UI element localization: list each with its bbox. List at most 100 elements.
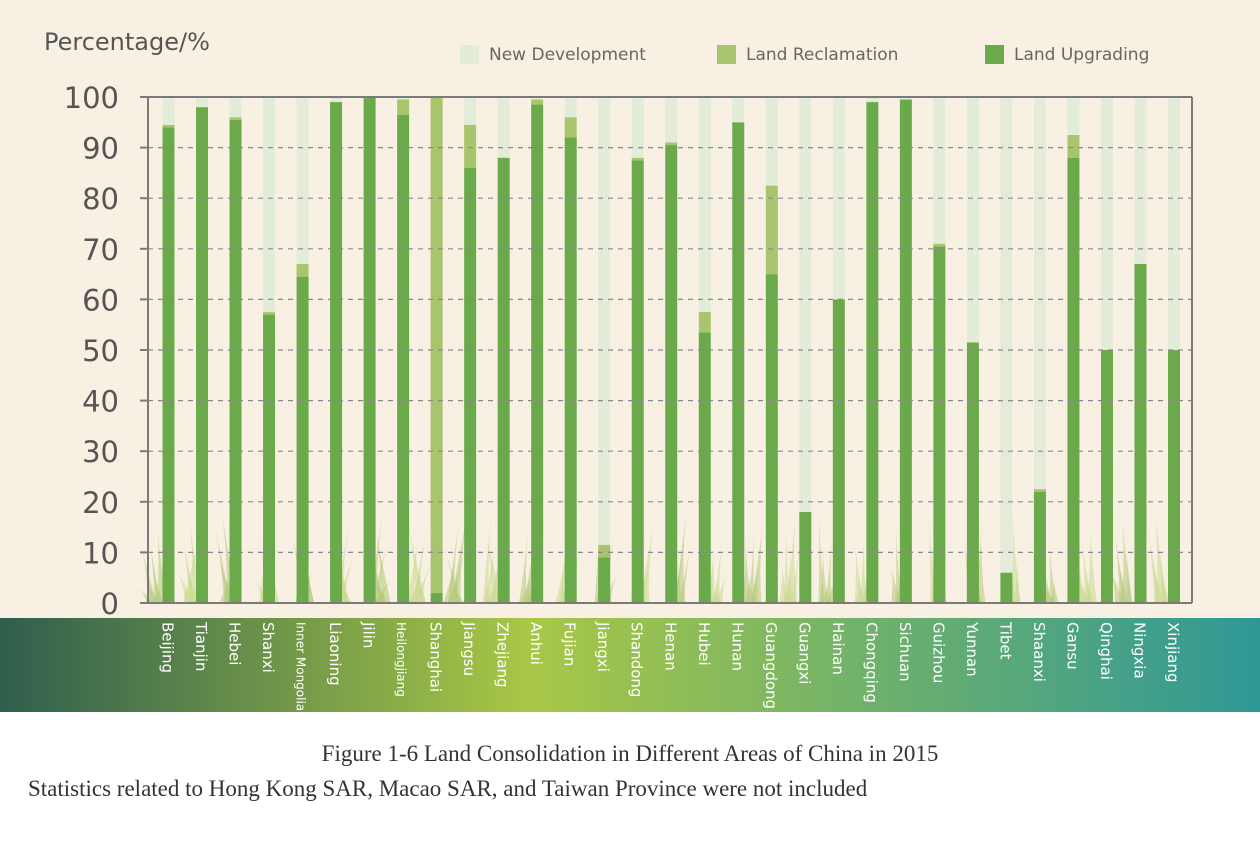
bar-segment	[196, 107, 209, 604]
bar-segment	[966, 97, 979, 343]
grass-blade	[519, 535, 528, 603]
legend-swatch	[985, 45, 1004, 64]
bar-segment	[196, 97, 209, 108]
x-tick-label: Guizhou	[929, 622, 947, 683]
bar-segment	[933, 97, 946, 244]
x-tick-label: Gansu	[1063, 622, 1081, 670]
grass-blade	[825, 539, 832, 603]
bar-segment	[229, 119, 242, 604]
bar-segment	[1067, 134, 1080, 158]
bar-segment	[564, 137, 577, 604]
bar-segment	[899, 99, 912, 603]
grass-blade	[856, 574, 867, 603]
bar-segment	[1067, 157, 1080, 603]
bar-segment	[765, 185, 778, 275]
grass-blade	[1162, 578, 1171, 603]
grass-blade	[715, 574, 728, 603]
grass-blade	[1158, 542, 1168, 603]
bar-segment	[397, 114, 410, 604]
x-tick-label: Anhui	[527, 622, 545, 665]
y-tick-label: 10	[82, 536, 119, 570]
grass-blade	[447, 581, 465, 603]
x-tick-label: Shandong	[628, 622, 646, 697]
bar-segment	[1033, 491, 1046, 603]
x-tick-label: Tianjin	[192, 621, 210, 671]
x-tick-label: Jilin	[360, 621, 378, 648]
x-tick-label: Shanxi	[259, 622, 277, 673]
grass-blade	[1076, 576, 1090, 603]
bar-segment	[933, 246, 946, 603]
grass-blade	[1010, 514, 1021, 603]
grass-blade	[678, 547, 691, 603]
bar-segment	[665, 145, 678, 603]
y-tick-label: 60	[82, 283, 119, 317]
grass-blade	[1085, 568, 1094, 603]
bar-segment	[464, 124, 477, 168]
grass-blade	[188, 516, 202, 603]
grass-blade	[1122, 515, 1132, 603]
grass-blade	[482, 508, 492, 603]
y-tick-label: 30	[82, 435, 119, 469]
legend-label: New Development	[489, 45, 646, 65]
bar-segment	[162, 97, 175, 125]
bar-segment	[1100, 97, 1113, 350]
grass-blade	[450, 509, 469, 603]
bar-segment	[497, 157, 510, 603]
grass-blade	[674, 511, 687, 603]
x-tick-label: Tibet	[996, 621, 1014, 660]
grass-blade	[713, 538, 723, 603]
grass-blade	[1014, 550, 1021, 603]
bar-segment	[866, 97, 879, 103]
x-tick-label: Hubei	[695, 622, 713, 666]
bar-segment	[1033, 489, 1046, 492]
bar-segment	[799, 511, 812, 603]
bar-segment	[732, 97, 745, 123]
legend-label: Land Upgrading	[1014, 45, 1149, 65]
grass-blade	[1126, 551, 1133, 603]
bar-segment	[698, 332, 711, 603]
bar-segment	[665, 142, 678, 146]
bar-segment	[1168, 350, 1180, 603]
bar-segment	[330, 102, 343, 603]
bar-segment	[598, 557, 611, 603]
grass-blade	[1045, 585, 1055, 603]
grass-blade	[1050, 577, 1059, 603]
bar-segment	[564, 97, 577, 118]
bar-segment	[765, 97, 778, 186]
bar-segment	[229, 117, 242, 120]
x-tick-label: Heilongjiang	[394, 622, 408, 697]
grass-blade	[443, 545, 461, 603]
bar-segment	[1067, 97, 1080, 135]
grass-blade	[157, 525, 167, 603]
bar-segment	[296, 97, 309, 264]
y-tick-label: 40	[82, 385, 119, 419]
figure-caption-title: Figure 1-6 Land Consolidation in Differe…	[321, 741, 939, 766]
y-tick-label: 100	[64, 81, 119, 115]
grass-blade	[818, 511, 825, 603]
grass-blade	[748, 529, 755, 603]
bar-segment	[296, 276, 309, 603]
axes	[147, 96, 1193, 604]
x-tick-label: Beijing	[159, 622, 177, 673]
x-tick-label: Shaanxi	[1030, 622, 1048, 682]
bar-segment	[1000, 572, 1013, 603]
bar-segment	[598, 544, 611, 558]
bar-segment	[464, 167, 477, 603]
bar-segment	[229, 97, 242, 118]
bar-segment	[430, 592, 443, 603]
x-tick-label: Shanghai	[427, 622, 445, 692]
bar-segment	[263, 314, 276, 603]
x-tick-label: Hunan	[728, 622, 746, 671]
grass-blade	[790, 548, 800, 603]
chart-background	[0, 0, 1260, 618]
x-tick-label: Guangxi	[795, 622, 813, 684]
grass-blade	[860, 530, 867, 603]
grass-blade	[779, 564, 790, 603]
bar-segment	[598, 97, 611, 545]
grass-blade	[1108, 567, 1125, 603]
bar-segment	[430, 97, 443, 593]
grass-blade	[1081, 532, 1091, 603]
bar-segment	[531, 97, 544, 100]
grass-blade	[372, 543, 388, 603]
